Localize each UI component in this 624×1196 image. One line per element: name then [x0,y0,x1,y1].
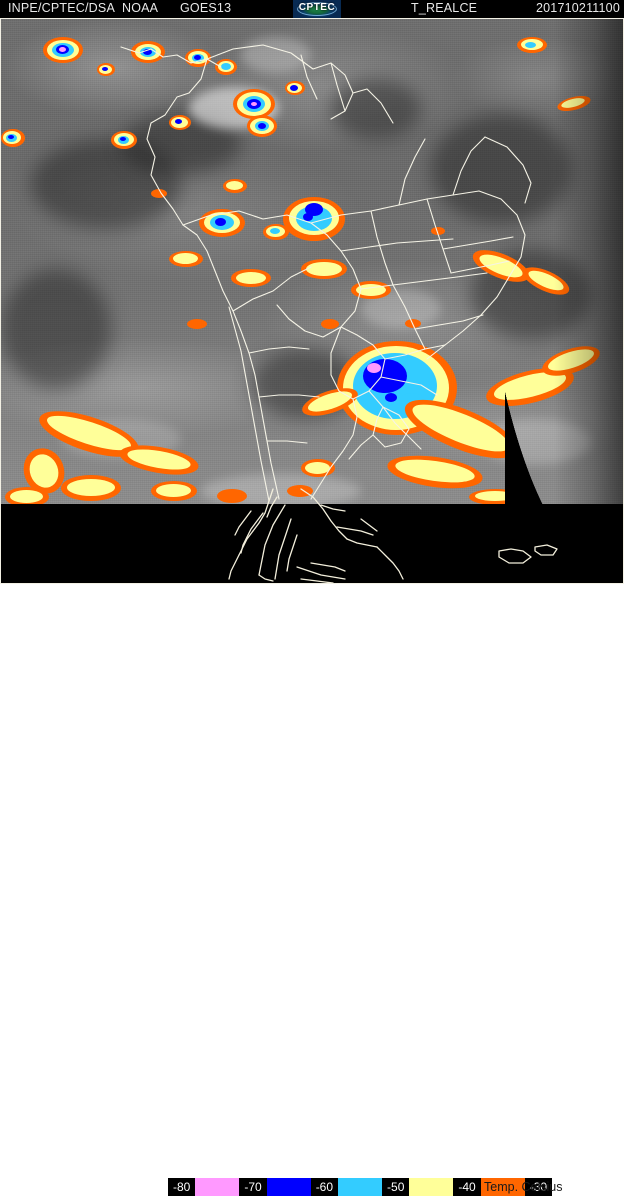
header-agency: INPE/CPTEC/DSA [8,1,115,15]
satellite-limb [505,18,624,504]
legend-tick-0: -80 [173,1180,191,1194]
legend-swatch-pink [195,1178,240,1196]
legend-swatch-cyan [338,1178,383,1196]
satellite-image [0,18,624,584]
legend-swatch-yellow [409,1178,454,1196]
logo-text: CPTEC [298,2,336,13]
legend-title: Temp. Celsius [484,1180,563,1194]
legend-tick-2: -60 [315,1180,334,1194]
legend-swatch-blue [266,1178,311,1196]
header-bar: INPE/CPTEC/DSA NOAA GOES13 CPTEC T_REALC… [0,0,624,18]
logo-ellipse-icon [297,2,337,16]
header-satellite: GOES13 [180,1,232,15]
legend-strip: -80 -70 -60 -50 -40 -30 Temp. Celsius [0,584,624,1196]
legend-tick-1: -70 [244,1180,262,1194]
header-source: NOAA [122,1,159,15]
legend-tick-3: -50 [387,1180,405,1194]
header-timestamp: 201710211100 [536,1,620,15]
cptec-logo: CPTEC [293,0,341,18]
no-data-region [1,504,623,583]
header-product: T_REALCE [411,1,478,15]
legend-tick-4: -40 [458,1180,476,1194]
